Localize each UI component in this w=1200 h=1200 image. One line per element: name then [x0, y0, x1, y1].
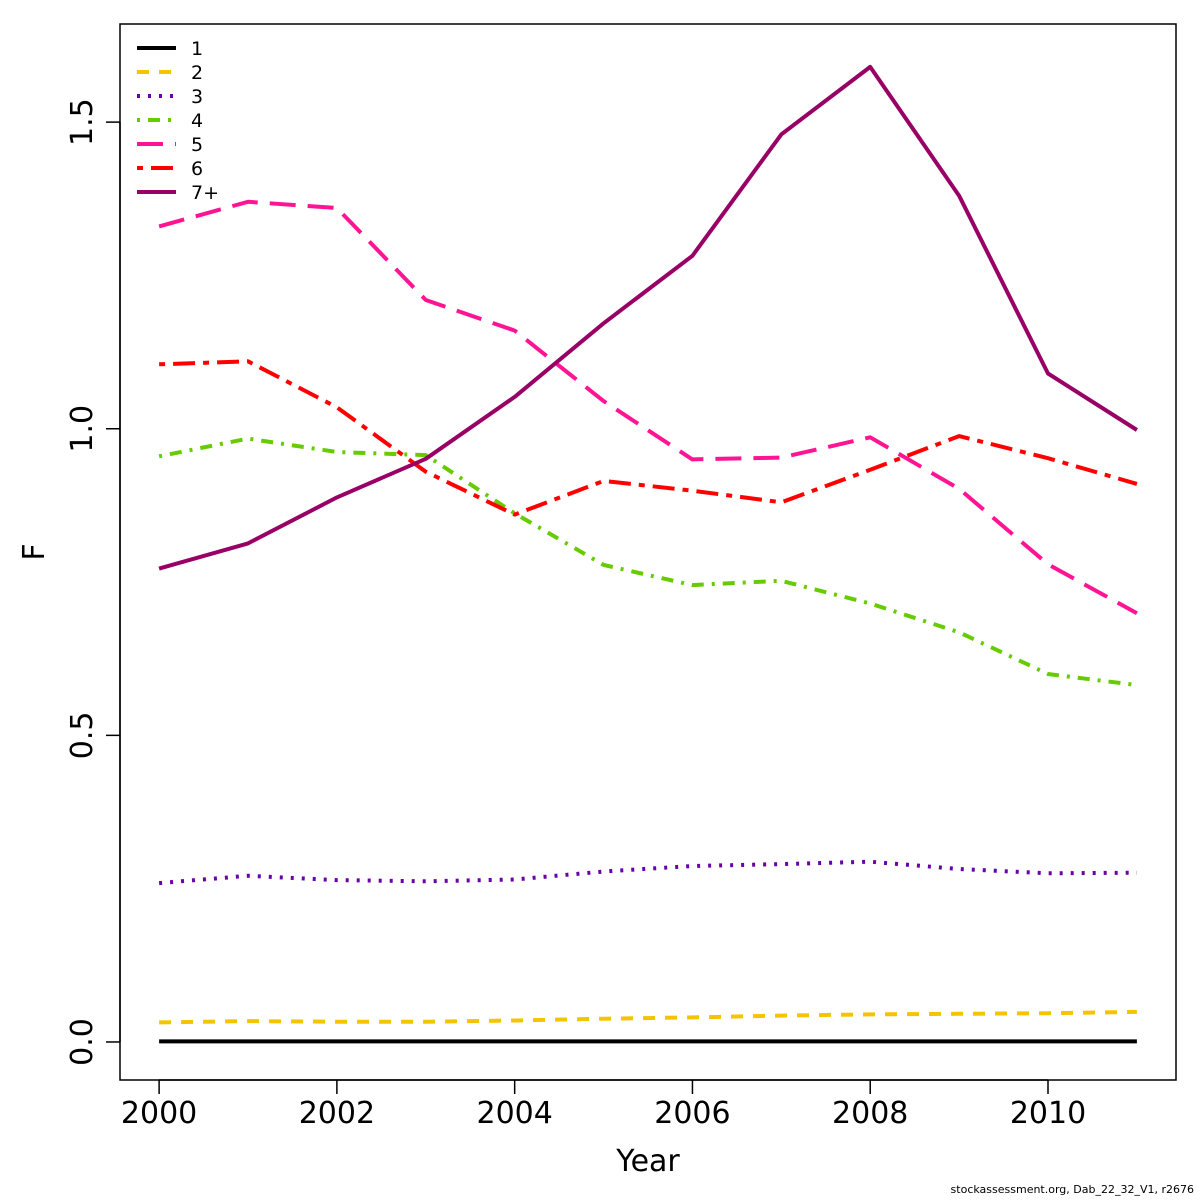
legend-label: 7+: [191, 182, 219, 204]
x-axis: 2000 2002 2004 2006 2008 2010: [121, 1079, 1086, 1131]
y-tick-label: 0.0: [65, 1018, 100, 1066]
legend-label: 6: [191, 158, 203, 180]
plot-frame: [119, 23, 1177, 1081]
legend-label: 2: [191, 62, 203, 84]
x-tick-label: 2006: [654, 1096, 730, 1131]
legend-label: 1: [191, 38, 203, 60]
y-axis: 0.0 0.5 1.0 1.5: [65, 98, 121, 1066]
series-line-2: [159, 1009, 1137, 1025]
legend-label: 3: [191, 86, 203, 108]
y-tick-label: 1.0: [65, 405, 100, 453]
series-lines: [158, 64, 1138, 1044]
x-axis-title: Year: [615, 1144, 680, 1179]
x-tick-label: 2010: [1010, 1096, 1086, 1131]
legend-label: 4: [191, 110, 203, 132]
series-line-5: [158, 199, 1138, 616]
series-line-6: [159, 359, 1138, 517]
series-line-7plus: [158, 64, 1138, 571]
x-tick-label: 2000: [121, 1096, 197, 1131]
legend-label: 5: [191, 134, 203, 156]
x-tick-label: 2008: [832, 1096, 908, 1131]
x-tick-label: 2002: [299, 1096, 375, 1131]
y-tick-label: 0.5: [65, 711, 100, 759]
x-tick-label: 2004: [476, 1096, 552, 1131]
y-axis-title: F: [17, 543, 52, 560]
series-line-3: [158, 859, 1137, 886]
y-tick-label: 1.5: [65, 98, 100, 146]
series-line-4: [158, 436, 1138, 688]
footer-credit: stockassessment.org, Dab_22_32_V1, r2676: [950, 1183, 1194, 1196]
